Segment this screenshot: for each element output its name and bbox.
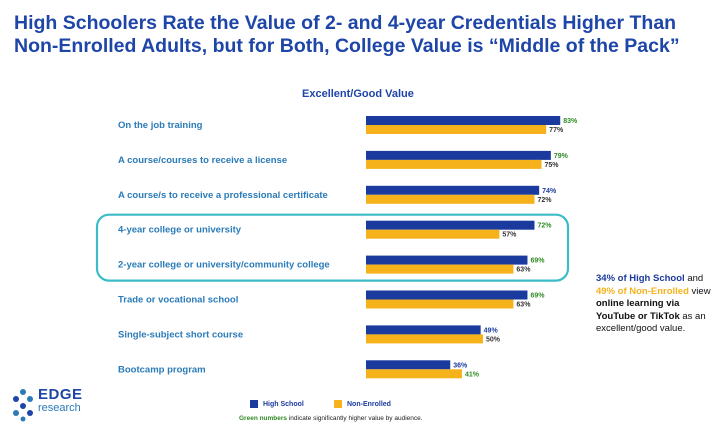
note-green: Green numbers <box>239 415 288 422</box>
value-label-high-school: 79% <box>554 153 569 160</box>
callout-bold: online learning via YouTube or TikTok <box>596 298 680 322</box>
value-label-high-school: 49% <box>484 327 499 334</box>
callout-ne-stat: 49% of Non-Enrolled <box>596 285 689 297</box>
bar-non-enrolled <box>366 369 462 379</box>
bar-non-enrolled <box>366 264 514 274</box>
value-label-non-enrolled: 50% <box>486 336 501 343</box>
category-label: 2-year college or university/community c… <box>118 260 330 271</box>
highlight-box <box>95 213 570 282</box>
callout-text: 34% of High School and 49% of Non-Enroll… <box>596 273 714 336</box>
bar-high-school <box>366 325 481 335</box>
category-label: A course/courses to receive a license <box>118 155 287 166</box>
logo-text-research: research <box>38 402 81 414</box>
category-label: On the job training <box>118 120 203 131</box>
bar-high-school <box>366 290 528 300</box>
callout-mid: view <box>688 285 711 297</box>
bar-non-enrolled <box>366 125 547 134</box>
edge-research-logo: EDGE research <box>10 386 100 426</box>
bar-high-school <box>366 220 535 230</box>
value-label-non-enrolled: 41% <box>465 371 480 378</box>
bar-non-enrolled <box>366 299 514 309</box>
bar-non-enrolled <box>366 194 535 204</box>
legend-non-enrolled: Non-Enrolled <box>334 400 391 408</box>
legend-swatch-non-enrolled <box>334 400 342 408</box>
value-label-high-school: 83% <box>563 118 578 125</box>
callout-and: and <box>684 273 704 284</box>
value-label-high-school: 72% <box>537 223 552 230</box>
chart-subtitle: Excellent/Good Value <box>302 88 414 100</box>
value-label-high-school: 36% <box>453 362 468 369</box>
bar-non-enrolled <box>366 159 542 169</box>
callout-tail: as an excellent/good value. <box>596 310 706 335</box>
category-label: Trade or vocational school <box>118 295 238 306</box>
bar-high-school <box>366 185 540 195</box>
value-label-high-school: 69% <box>530 293 545 300</box>
bar-non-enrolled <box>366 229 500 239</box>
value-label-non-enrolled: 63% <box>516 267 531 274</box>
bar-high-school <box>366 255 528 265</box>
logo-dots-icon <box>13 389 33 422</box>
value-label-non-enrolled: 77% <box>549 127 564 134</box>
legend-label-high-school: High School <box>263 400 304 408</box>
category-label: A course/s to receive a professional cer… <box>118 190 328 201</box>
bar-high-school <box>366 360 451 370</box>
category-label: Single-subject short course <box>118 329 243 340</box>
value-label-non-enrolled: 63% <box>516 302 531 309</box>
legend-high-school: High School <box>250 400 304 408</box>
value-label-high-school: 74% <box>542 188 557 195</box>
bar-non-enrolled <box>366 334 483 344</box>
category-label: Bootcamp program <box>118 364 206 375</box>
significance-note: Green numbers indicate significantly hig… <box>239 415 423 422</box>
note-rest: indicate significantly higher value by a… <box>287 415 423 422</box>
bar-high-school <box>366 116 561 125</box>
legend-swatch-high-school <box>250 400 258 408</box>
value-label-non-enrolled: 75% <box>545 162 560 169</box>
value-label-high-school: 69% <box>530 258 545 265</box>
chart-title: High Schoolers Rate the Value of 2- and … <box>14 12 680 57</box>
category-label: 4-year college or university <box>118 225 242 236</box>
logo-text-edge: EDGE <box>38 386 83 403</box>
legend-label-non-enrolled: Non-Enrolled <box>347 400 391 408</box>
callout-hs-stat: 34% of High School <box>596 273 685 284</box>
value-label-non-enrolled: 72% <box>537 197 552 204</box>
bar-high-school <box>366 150 551 160</box>
value-label-non-enrolled: 57% <box>502 232 517 239</box>
